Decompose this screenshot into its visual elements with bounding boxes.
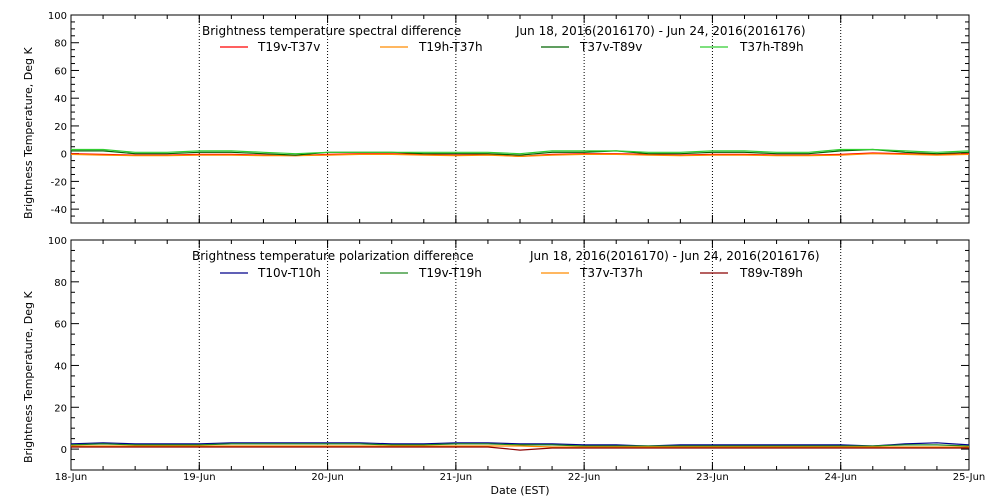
date-range: Jun 18, 2016(2016170) - Jun 24, 2016(201…: [529, 249, 820, 263]
chart-title: Brightness temperature polarization diff…: [192, 249, 474, 263]
y-tick-label: 100: [48, 236, 67, 247]
series-lines: [70, 148, 970, 158]
y-tick-label: 100: [48, 11, 67, 22]
legend-label: T37v-T89v: [579, 40, 642, 54]
y-tick-label: -40: [51, 205, 67, 216]
series-lines: [70, 442, 970, 451]
series-line-t10v-t10h: [70, 442, 970, 447]
x-tick-label: 19-Jun: [183, 472, 216, 483]
y-axis-ticks: -40 -20 0 20 40 60 80 100: [48, 11, 969, 224]
y-axis-title: Brightness Temperature, Deg K: [22, 291, 35, 463]
x-axis-title: Date (EST): [490, 484, 549, 497]
y-tick-label: 80: [54, 278, 67, 289]
x-axis-ticks: 18-Jun 19-Jun 20-Jun 21-Jun 22-Jun 23-Jun 24-J…: [55, 240, 986, 483]
legend-label: T19v-T37v: [257, 40, 320, 54]
y-tick-label: 40: [54, 94, 67, 105]
date-range: Jun 18, 2016(2016170) - Jun 24, 2016(201…: [515, 24, 806, 38]
y-tick-label: -20: [51, 177, 67, 188]
x-axis-ticks: [70, 15, 970, 223]
y-tick-label: 0: [61, 445, 67, 456]
legend-label: T19v-T19h: [418, 266, 482, 280]
y-tick-label: 60: [54, 66, 67, 77]
legend-label: T37v-T37h: [579, 266, 643, 280]
legend-label: T19h-T37h: [418, 40, 483, 54]
x-tick-label: 20-Jun: [311, 472, 344, 483]
legend: T10v-T10h T19v-T19h T37v-T37h T89v-T89h: [220, 266, 803, 280]
plot-frame: [70, 14, 970, 224]
y-axis-title: Brightness Temperature, Deg K: [22, 47, 35, 219]
y-axis-ticks: 0 20 40 60 80 100: [48, 236, 969, 471]
y-tick-label: 40: [54, 361, 67, 372]
polarization-difference-panel: 0 20 40 60 80 100 18-Jun 19-Jun 20-Jun 21-Jun 22-…: [22, 236, 985, 497]
series-line-t37h-t89h: [71, 148, 970, 155]
series-line-t89v-t89h: [71, 446, 969, 451]
spectral-difference-panel: -40 -20 0 20 40 60 80 100 Brightness temperatur…: [22, 11, 970, 224]
x-tick-label: 23-Jun: [696, 472, 729, 483]
chart-title: Brightness temperature spectral differen…: [202, 24, 461, 38]
x-tick-label: 25-Jun: [953, 472, 986, 483]
x-tick-label: 21-Jun: [440, 472, 473, 483]
series-line-t19h-t37h: [70, 153, 970, 158]
legend: T19v-T37v T19h-T37h T37v-T89v T37h-T89h: [220, 40, 804, 54]
vertical-gridlines: [198, 240, 842, 470]
y-tick-label: 60: [54, 320, 67, 331]
x-tick-label: 24-Jun: [824, 472, 857, 483]
series-line-t37v-t89v: [71, 148, 970, 156]
plot-frame: [70, 239, 970, 471]
series-line-t37v-t37h: [71, 445, 969, 448]
y-tick-label: 80: [54, 39, 67, 50]
legend-label: T89v-T89h: [739, 266, 803, 280]
y-tick-label: 20: [54, 122, 67, 133]
legend-label: T10v-T10h: [257, 266, 321, 280]
x-tick-label: 18-Jun: [55, 472, 88, 483]
series-line-t19v-t19h: [70, 443, 970, 447]
y-tick-label: 20: [54, 403, 67, 414]
x-tick-label: 22-Jun: [568, 472, 601, 483]
legend-label: T37h-T89h: [739, 40, 804, 54]
y-tick-label: 0: [61, 150, 67, 161]
